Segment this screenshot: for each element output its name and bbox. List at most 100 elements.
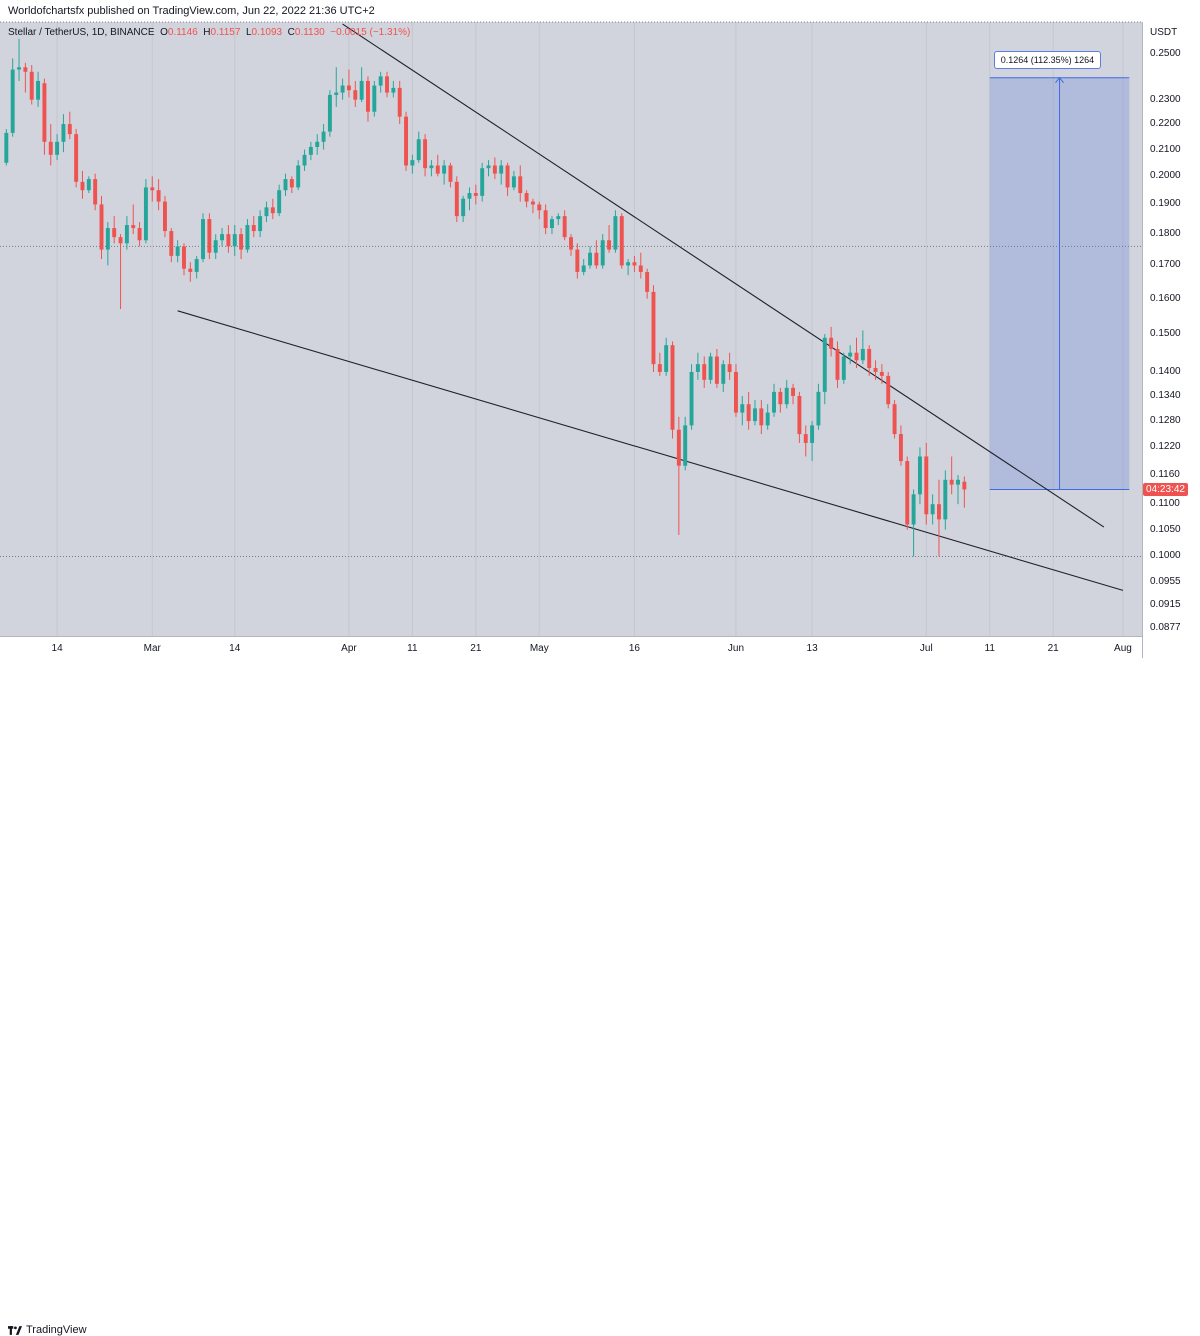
candle-body [67,124,72,135]
candle-body [791,387,796,396]
candle-body [822,337,827,392]
candle-body [505,165,510,188]
candle-body [201,219,205,260]
price-tick-label: 0.0877 [1150,622,1181,634]
candle-body [366,80,370,112]
candle-up [143,179,148,244]
candle-body [99,204,104,250]
candle-body [340,85,345,93]
candle-down [892,400,897,439]
candle-body [765,412,770,426]
candle-down [886,371,891,409]
time-axis[interactable] [0,636,1142,659]
candle-down [727,352,732,380]
candle-up [296,160,301,191]
price-tick-label: 0.1600 [1150,292,1181,304]
candle-up [283,173,288,196]
candle-up [442,160,447,185]
candle-body [930,504,935,515]
price-tick-label: 0.1800 [1150,228,1181,240]
candle-body [543,210,548,229]
measure-arrow-head [1055,76,1064,84]
price-tick-label: 0.1400 [1150,365,1181,377]
candle-body [860,348,865,361]
candle-down [99,195,104,260]
candle-up [4,129,9,166]
candle-body [721,364,726,384]
candle-body [613,216,618,250]
candle-body [93,179,98,205]
candle-body [86,179,91,191]
candle-body [911,494,916,525]
candle-up [467,187,472,211]
candle-body [841,356,846,380]
candle-down [937,479,941,557]
candle-body [74,134,79,182]
candle-down [518,165,523,202]
price-tick-label: 0.1100 [1150,498,1180,510]
candle-down [169,228,174,263]
candle-down [562,210,567,241]
candle-body [283,179,288,191]
candle-body [480,168,485,196]
candle-down [962,476,967,508]
candle-up [600,234,605,269]
candle-body [549,219,554,229]
candle-down [74,129,79,188]
time-tick-label: 13 [806,643,818,654]
time-tick-label: 11 [984,643,995,654]
candle-up [556,213,561,226]
symbol-legend: Stellar / TetherUS, 1D, BINANCE O0.1146 … [8,27,410,38]
candle-body [772,391,776,413]
candle-body [600,240,605,266]
candle-body [232,234,237,247]
candle-body [943,479,948,520]
candle-down [48,124,53,166]
time-tick-label: Jul [919,643,933,654]
candle-down [251,216,256,238]
candle-body [664,345,669,372]
candlestick-chart[interactable] [0,0,1142,636]
candle-body [626,262,631,266]
candle-body [315,141,320,147]
time-tick-label: 14 [51,643,63,654]
candle-up [194,255,199,279]
candle-up [816,383,821,430]
candle-up [956,475,960,505]
candle-body [530,201,535,205]
low-key: L [245,27,252,38]
candle-body [651,291,656,365]
candle-down [137,222,142,247]
currency-label: USDT [1150,27,1178,38]
candle-body [302,154,307,166]
candle-body [416,139,421,161]
candle-up [258,210,263,238]
chart-plot-area[interactable] [0,22,1142,658]
candle-body [638,265,643,272]
candle-down [829,326,834,357]
candle-up [277,184,282,217]
candle-body [131,225,136,229]
candle-body [803,434,808,443]
candle-down [162,195,167,238]
candle-up [753,400,757,426]
symbol-name: Stellar / TetherUS, 1D, BINANCE [8,27,155,38]
time-tick-label: Aug [1114,643,1132,654]
candle-down [778,387,783,413]
candle-up [911,489,916,557]
candle-up [17,38,22,81]
price-tick-label: 0.1160 [1150,469,1180,481]
candle-down [226,225,231,253]
time-tick-label: 21 [470,643,482,654]
candle-up [588,246,593,269]
candle-down [353,80,358,107]
candle-body [372,85,377,112]
candle-body [473,193,478,196]
horizontal-levels [0,21,1142,557]
candle-down [131,204,136,235]
candle-body [80,181,85,191]
price-axis[interactable] [1142,22,1200,658]
candle-body [670,345,675,430]
candle-body [956,479,960,485]
candle-body [759,408,764,426]
